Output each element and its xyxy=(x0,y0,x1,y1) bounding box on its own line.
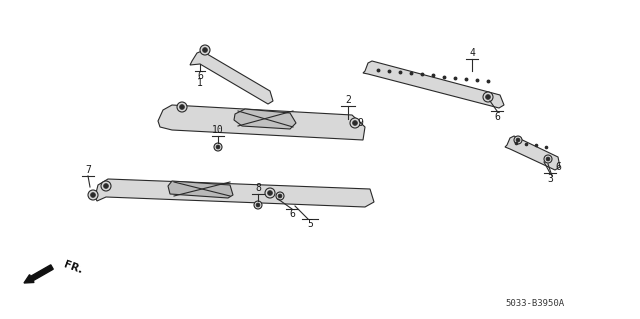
Circle shape xyxy=(353,121,358,125)
Circle shape xyxy=(268,190,273,196)
Text: 10: 10 xyxy=(212,125,224,135)
Circle shape xyxy=(516,138,520,142)
Circle shape xyxy=(546,157,550,161)
Text: 6: 6 xyxy=(555,162,561,172)
Circle shape xyxy=(265,188,275,198)
Circle shape xyxy=(101,181,111,191)
Text: 9: 9 xyxy=(357,118,363,128)
Circle shape xyxy=(200,45,210,55)
Circle shape xyxy=(483,92,493,102)
Polygon shape xyxy=(190,51,273,104)
Text: 4: 4 xyxy=(469,48,475,58)
Circle shape xyxy=(216,145,220,149)
Text: 7: 7 xyxy=(85,165,91,175)
Text: 8: 8 xyxy=(255,183,261,193)
Circle shape xyxy=(514,136,522,144)
Circle shape xyxy=(177,102,187,112)
FancyArrow shape xyxy=(24,265,53,283)
Text: 5: 5 xyxy=(307,219,313,229)
Circle shape xyxy=(544,155,552,163)
Circle shape xyxy=(214,143,222,151)
Text: 3: 3 xyxy=(547,174,553,184)
Text: 6: 6 xyxy=(494,112,500,122)
Polygon shape xyxy=(168,181,233,198)
Circle shape xyxy=(88,190,98,200)
Text: 1: 1 xyxy=(197,78,203,88)
Polygon shape xyxy=(505,136,560,170)
Text: 2: 2 xyxy=(345,95,351,105)
Circle shape xyxy=(104,183,109,189)
Polygon shape xyxy=(234,109,296,129)
Text: 5033-B3950A: 5033-B3950A xyxy=(506,299,564,308)
Circle shape xyxy=(486,94,490,100)
Circle shape xyxy=(350,118,360,128)
Text: FR.: FR. xyxy=(62,259,84,275)
Polygon shape xyxy=(363,61,504,108)
Circle shape xyxy=(202,48,207,53)
Circle shape xyxy=(179,105,184,109)
Circle shape xyxy=(90,192,95,197)
Text: 6: 6 xyxy=(289,209,295,219)
Text: 6: 6 xyxy=(197,71,203,81)
Circle shape xyxy=(278,194,282,198)
Polygon shape xyxy=(158,105,365,140)
Circle shape xyxy=(276,192,284,200)
Circle shape xyxy=(254,201,262,209)
Polygon shape xyxy=(95,179,374,207)
Circle shape xyxy=(256,203,260,207)
